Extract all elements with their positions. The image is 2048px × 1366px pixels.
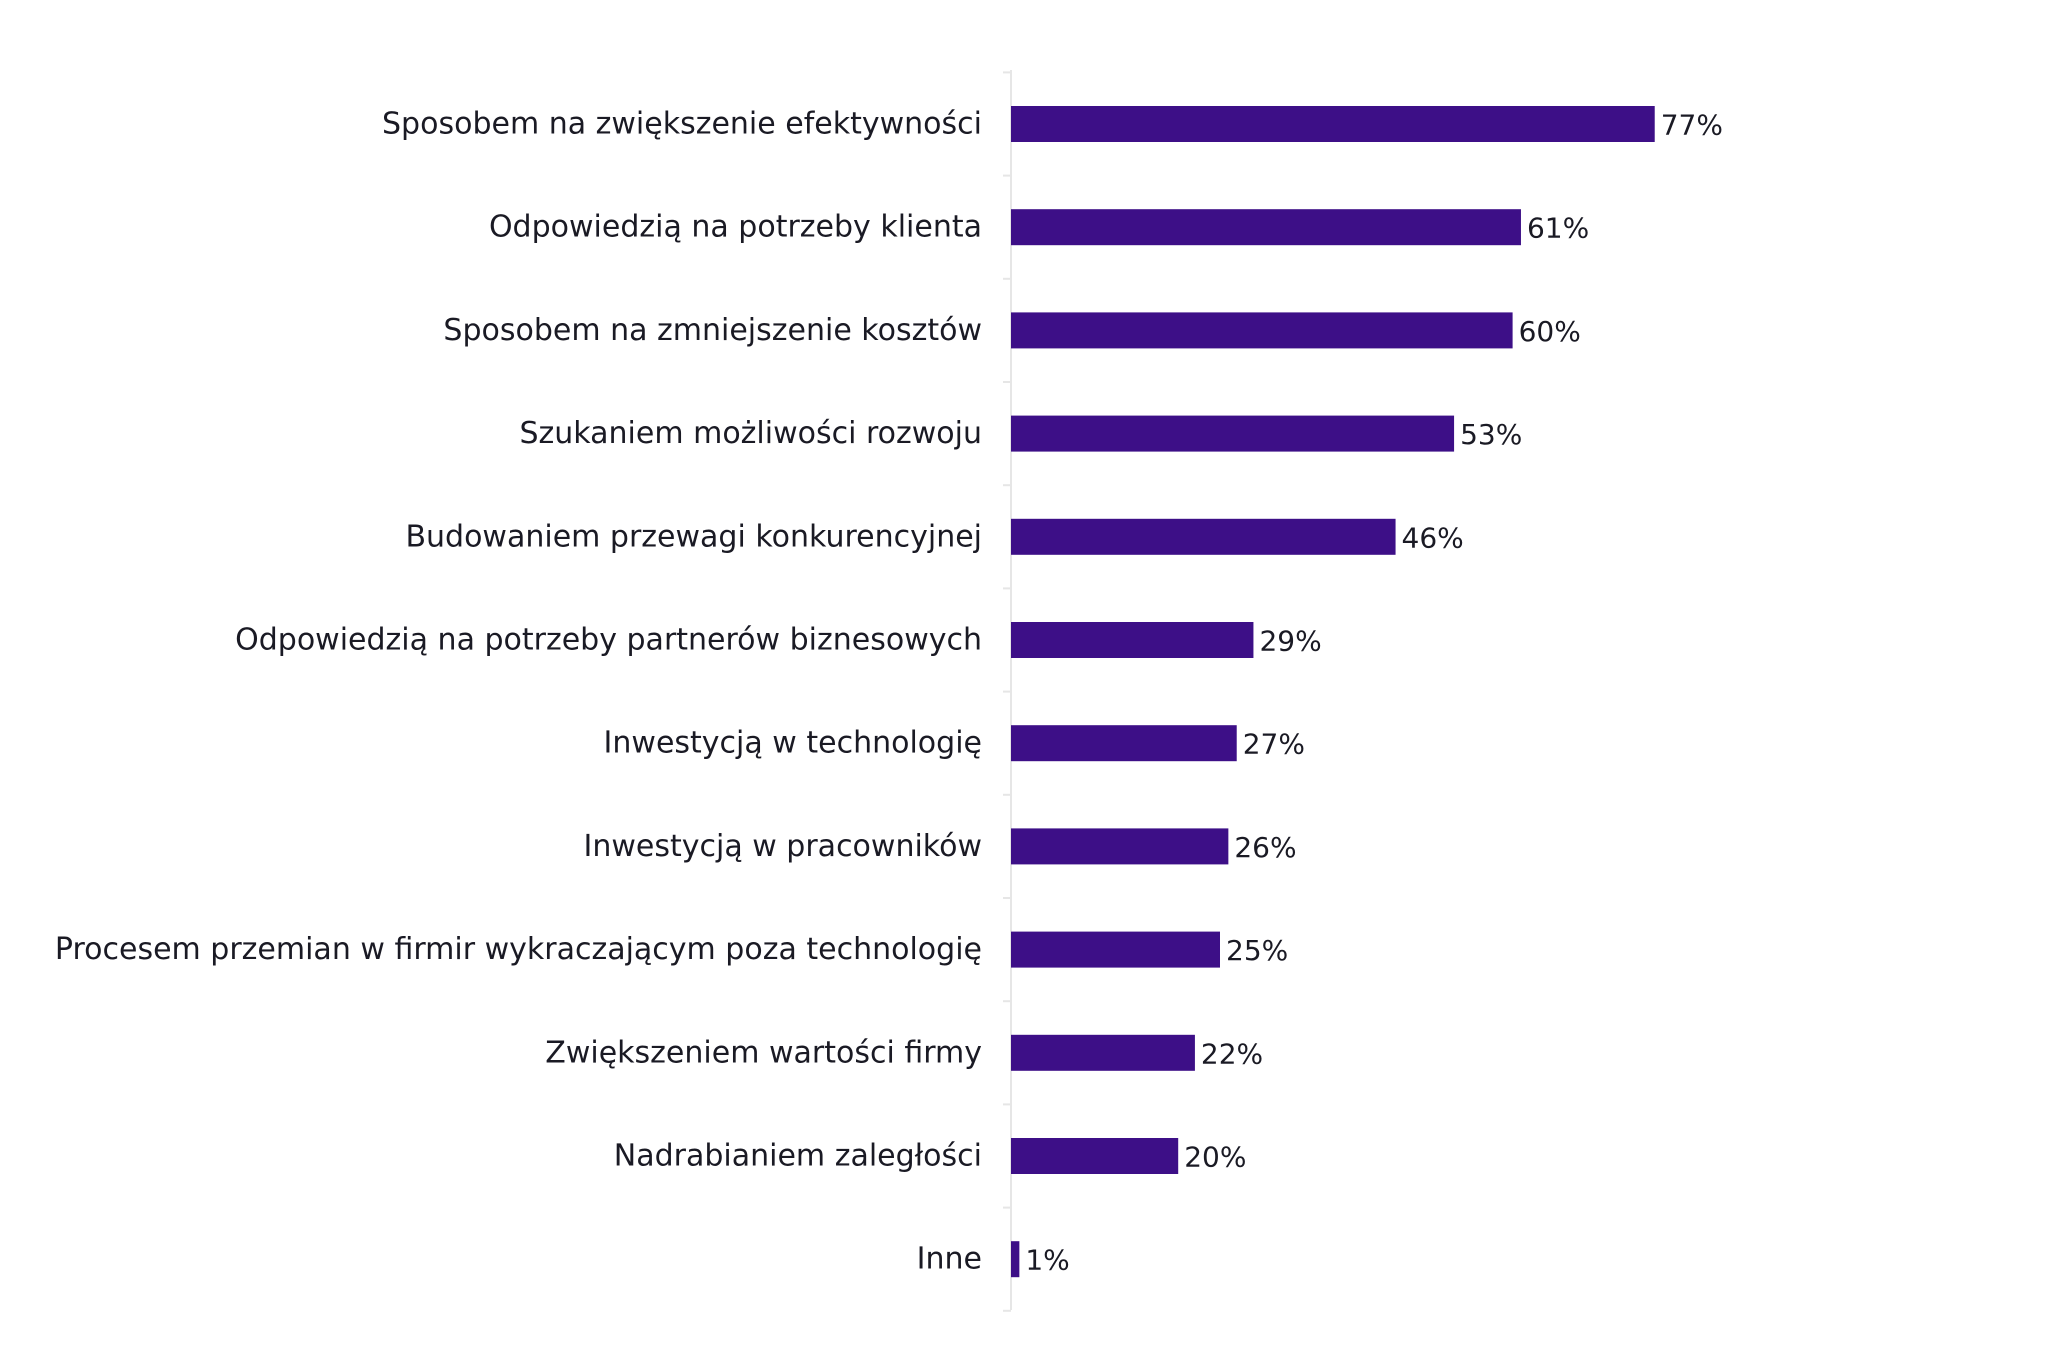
value-label-group: 77% 61% 60% 53% 46% 29% 27% 26% 25% 22% 20% 1% [1025, 109, 1723, 1277]
value-label: 22% [1201, 1037, 1263, 1070]
value-label: 60% [1519, 315, 1581, 348]
category-label: Sposobem na zmniejszenie kosztów [443, 313, 982, 348]
value-label: 61% [1527, 212, 1589, 245]
bar [1011, 1138, 1179, 1174]
bar-group [1011, 106, 1655, 1278]
value-label: 1% [1025, 1244, 1069, 1277]
category-label: Zwiększeniem wartości firmy [545, 1035, 982, 1070]
value-label: 53% [1460, 418, 1522, 451]
bar [1011, 828, 1229, 865]
bar [1011, 1034, 1195, 1071]
bar [1011, 106, 1655, 142]
value-label: 20% [1184, 1141, 1246, 1174]
value-label: 26% [1234, 831, 1296, 864]
category-label: Odpowiedzią na potrzeby partnerów biznes… [235, 623, 982, 658]
bar [1011, 622, 1254, 658]
bar [1011, 312, 1513, 349]
bar [1011, 518, 1396, 555]
category-label: Inwestycją w pracowników [583, 829, 982, 864]
bar [1011, 415, 1455, 452]
value-label: 46% [1402, 521, 1464, 554]
category-label: Inwestycją w technologię [604, 726, 982, 761]
value-label: 29% [1259, 625, 1321, 658]
category-label: Procesem przemian w firmir wykraczającym… [55, 932, 982, 967]
bar [1011, 725, 1237, 762]
category-label: Szukaniem możliwości rozwoju [520, 416, 983, 451]
category-label: Odpowiedzią na potrzeby klienta [489, 210, 982, 245]
value-label: 25% [1226, 934, 1288, 967]
category-label: Inne [917, 1242, 982, 1277]
value-label: 77% [1661, 109, 1723, 142]
category-label: Sposobem na zwiększenie efektywności [382, 107, 982, 142]
category-label-group: Sposobem na zwiększenie efektywności Odpo… [55, 107, 982, 1277]
category-label: Budowaniem przewagi konkurencyjnej [405, 519, 982, 554]
category-label: Nadrabianiem zaległości [614, 1139, 982, 1174]
axis-tick-group [1003, 71, 1011, 1312]
bar [1011, 931, 1220, 968]
bar [1011, 1241, 1020, 1278]
bar [1011, 209, 1521, 246]
value-label: 27% [1243, 728, 1305, 761]
